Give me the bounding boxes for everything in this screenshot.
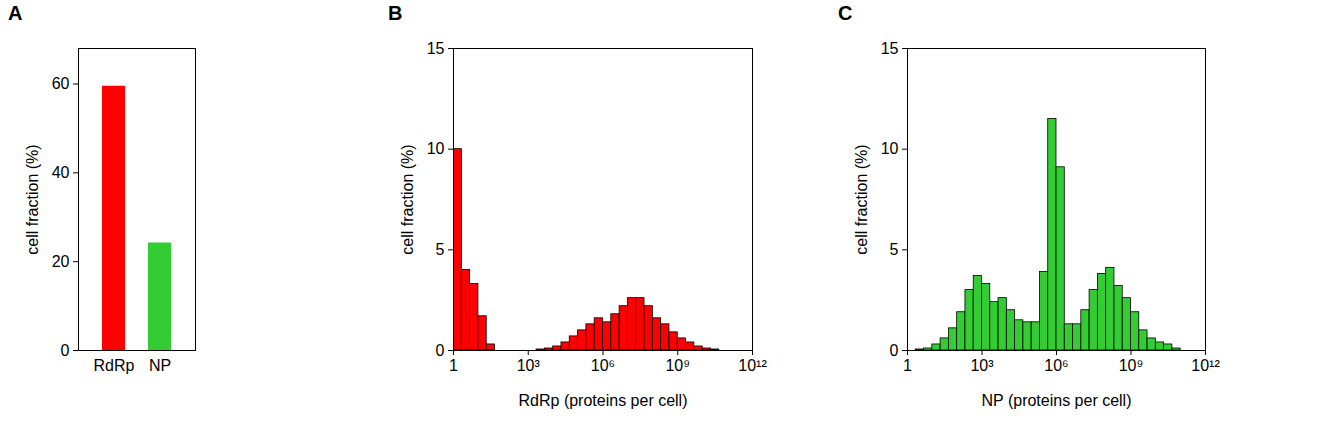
svg-text:10¹²: 10¹² (1191, 357, 1220, 374)
svg-text:10³: 10³ (517, 357, 541, 374)
svg-text:1: 1 (903, 357, 912, 374)
svg-text:RdRp: RdRp (94, 357, 135, 374)
svg-text:10³: 10³ (970, 357, 994, 374)
svg-text:10⁹: 10⁹ (1119, 357, 1144, 374)
svg-text:1: 1 (449, 357, 458, 374)
svg-text:cell fraction (%): cell fraction (%) (24, 144, 41, 254)
svg-text:15: 15 (881, 40, 899, 57)
svg-text:60: 60 (52, 75, 70, 92)
html-text:C: C (838, 2, 853, 24)
svg-text:cell fraction (%): cell fraction (%) (399, 144, 416, 254)
svg-text:10: 10 (881, 140, 899, 157)
svg-text:20: 20 (52, 253, 70, 270)
svg-text:0: 0 (436, 342, 445, 359)
svg-text:5: 5 (890, 241, 899, 258)
svg-text:40: 40 (52, 164, 70, 181)
svg-text:15: 15 (427, 40, 445, 57)
svg-text:NP: NP (149, 357, 171, 374)
svg-text:10⁹: 10⁹ (665, 357, 690, 374)
svg-text:NP (proteins per cell): NP (proteins per cell) (982, 392, 1132, 409)
svg-text:10: 10 (427, 140, 445, 157)
svg-text:0: 0 (890, 342, 899, 359)
svg-text:10⁶: 10⁶ (1044, 357, 1068, 374)
html-text:A: A (8, 2, 23, 24)
html-text:B: B (388, 2, 403, 24)
svg-text:10¹²: 10¹² (738, 357, 767, 374)
svg-text:10⁶: 10⁶ (591, 357, 615, 374)
svg-text:0: 0 (61, 342, 70, 359)
svg-text:RdRp (proteins per cell): RdRp (proteins per cell) (519, 392, 688, 409)
svg-text:5: 5 (436, 241, 445, 258)
svg-text:cell fraction (%): cell fraction (%) (853, 144, 870, 254)
